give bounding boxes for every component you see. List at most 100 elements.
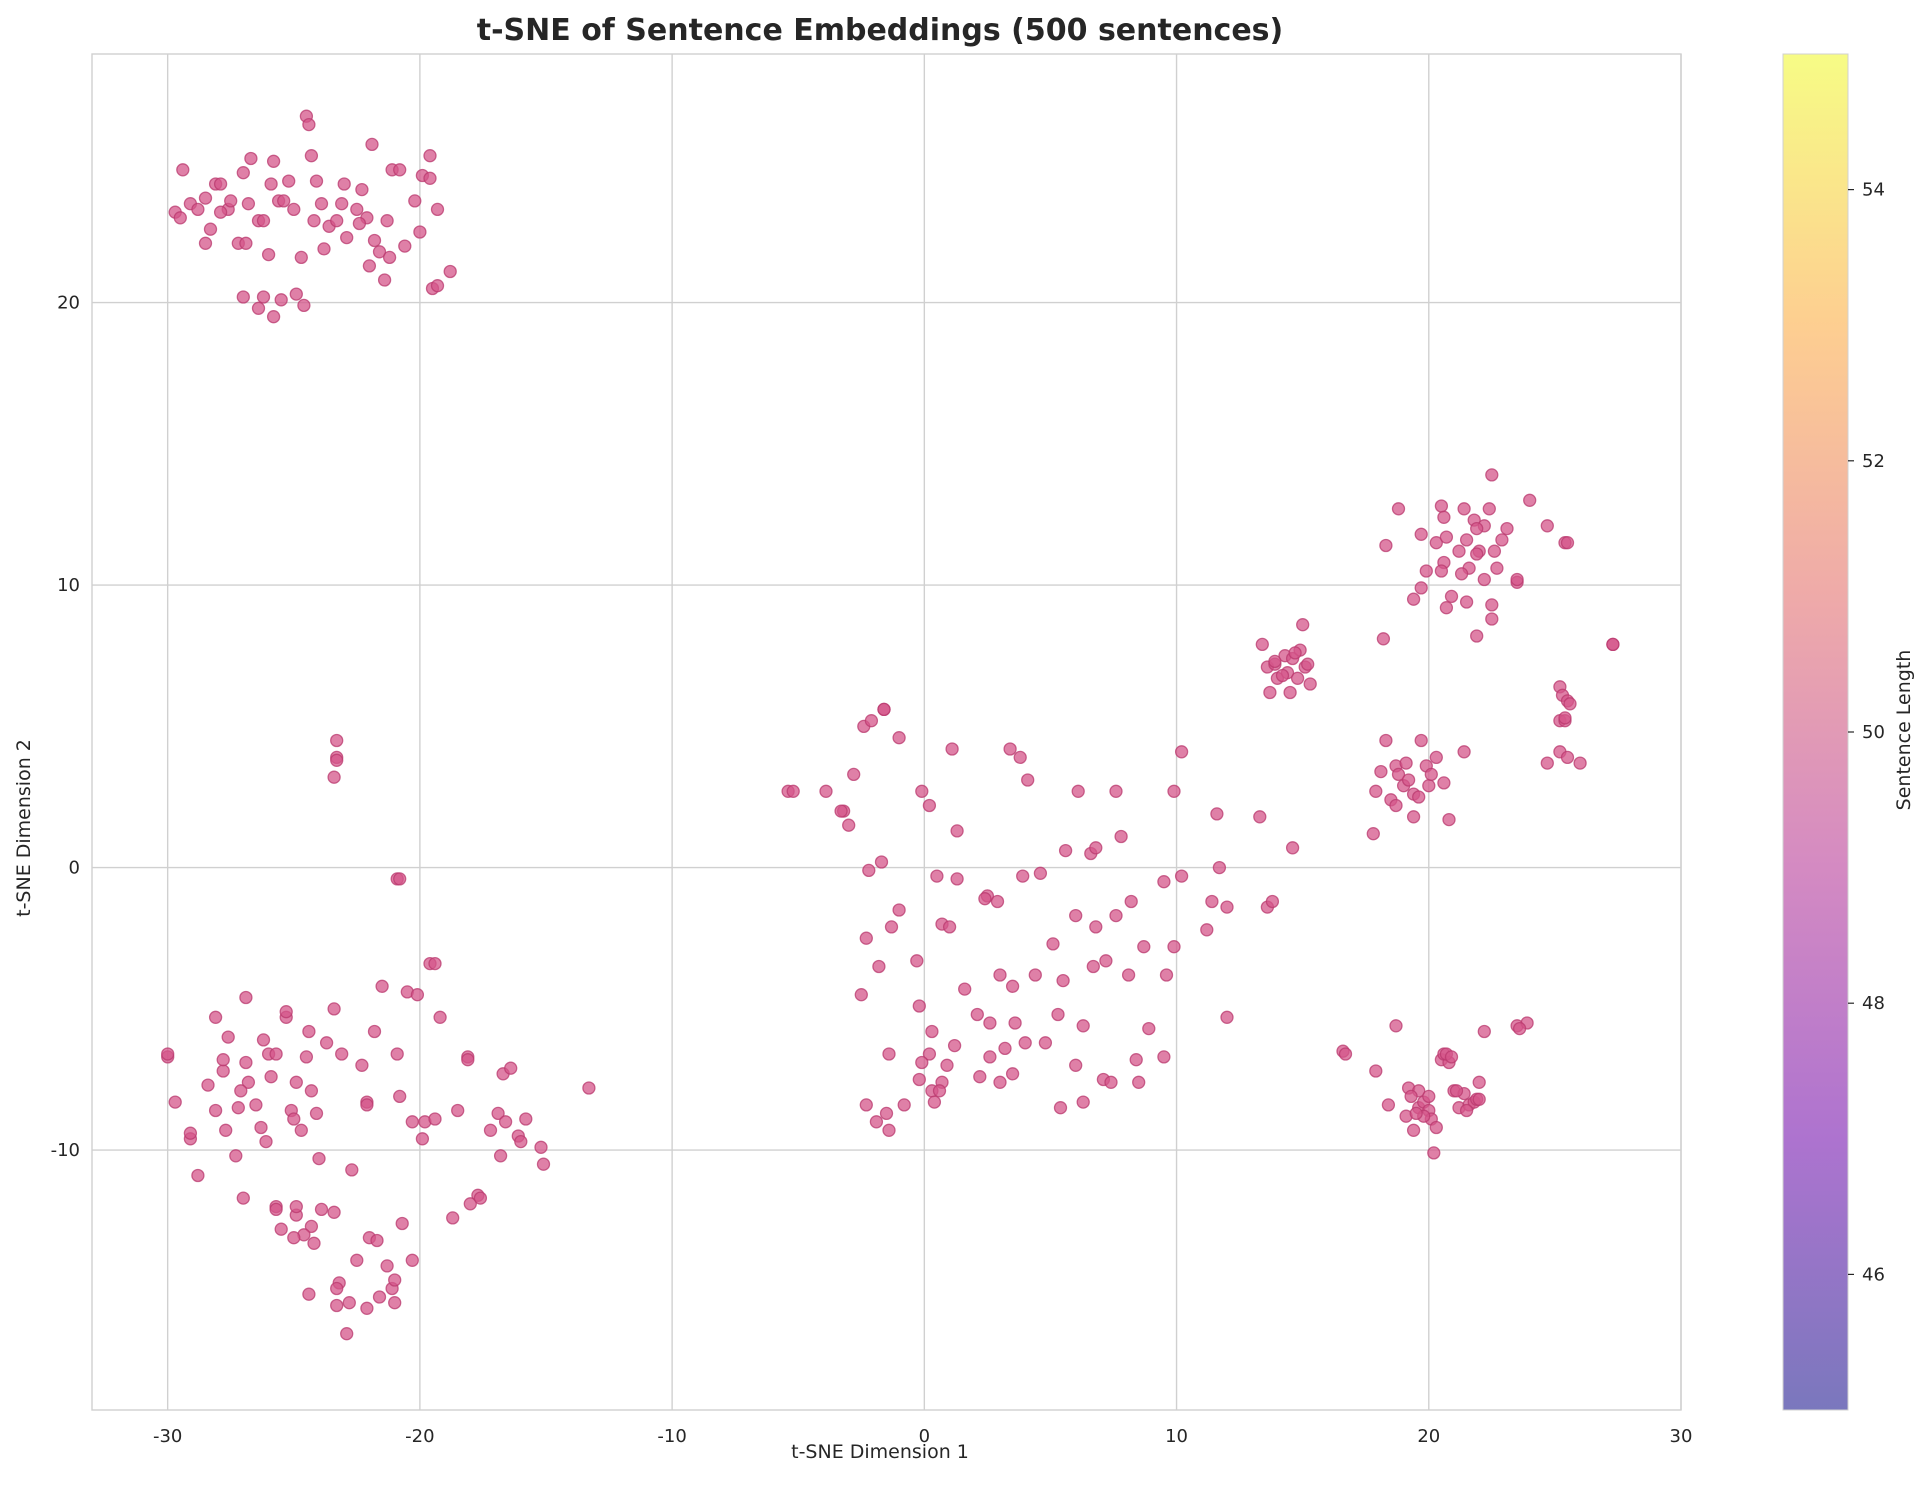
data-point (330, 753, 344, 767)
data-point (461, 1053, 475, 1067)
data-point (1253, 810, 1267, 824)
data-point (309, 1106, 324, 1121)
data-point (330, 733, 344, 748)
data-point (377, 273, 392, 287)
data-point (1056, 973, 1070, 988)
data-point (1338, 1047, 1353, 1061)
data-point (1089, 841, 1103, 855)
data-point (993, 968, 1007, 982)
data-point (224, 194, 238, 208)
data-point (1303, 677, 1317, 691)
data-point (213, 205, 228, 219)
data-point (1053, 1101, 1068, 1115)
data-point (330, 1281, 344, 1296)
data-point (289, 287, 303, 301)
data-point (872, 959, 886, 974)
data-point (335, 1047, 349, 1061)
data-point (1606, 637, 1620, 652)
data-point (1495, 533, 1509, 547)
data-point (289, 1199, 303, 1214)
data-point (1275, 668, 1290, 683)
data-point (1470, 521, 1484, 536)
data-point (1399, 756, 1413, 770)
data-point (360, 1301, 374, 1315)
data-point (1500, 521, 1514, 536)
data-point (314, 1202, 329, 1217)
data-point (282, 174, 296, 188)
x-tick-label: 20 (1417, 1426, 1440, 1447)
data-point (1174, 745, 1189, 759)
data-point (940, 1058, 954, 1072)
data-point (355, 1058, 369, 1072)
data-point (312, 1151, 326, 1166)
data-point (925, 1024, 939, 1039)
data-point (491, 1106, 505, 1121)
data-point (1379, 538, 1393, 553)
data-point (375, 979, 389, 993)
data-point (287, 202, 301, 217)
data-point (786, 784, 800, 798)
data-point (1437, 776, 1451, 790)
data-point (922, 1047, 937, 1061)
data-point (340, 230, 354, 245)
data-point (1157, 875, 1171, 889)
data-point (1016, 869, 1030, 883)
data-point (327, 770, 341, 784)
data-point (1114, 829, 1128, 844)
data-point (191, 1168, 205, 1183)
data-point (1124, 894, 1138, 909)
data-point (1444, 589, 1459, 604)
data-point (882, 1123, 896, 1137)
data-point (302, 1287, 316, 1301)
data-point (970, 1007, 984, 1022)
data-point (390, 1047, 404, 1061)
data-point (208, 1010, 223, 1024)
data-point (249, 1098, 263, 1112)
data-point (239, 236, 253, 250)
x-tick-label: 10 (1165, 1426, 1188, 1447)
data-point (1429, 1120, 1443, 1135)
data-point (355, 182, 369, 197)
data-point (1487, 544, 1502, 558)
data-point (317, 242, 331, 256)
data-point (1290, 671, 1305, 685)
y-tick-label: -10 (51, 1140, 80, 1161)
x-tick-label: -20 (405, 1426, 434, 1447)
data-point (198, 191, 213, 205)
data-point (1369, 1064, 1383, 1078)
data-point (1560, 750, 1575, 765)
data-point (393, 163, 407, 177)
data-point (879, 1106, 894, 1121)
x-tick-label: 0 (919, 1426, 930, 1447)
data-point (1442, 812, 1456, 827)
data-point (307, 1236, 321, 1250)
data-point (859, 1098, 873, 1112)
data-point (493, 1149, 508, 1163)
data-point (183, 1126, 198, 1140)
data-point (1424, 767, 1438, 782)
colorbar-label: Sentence Length (1893, 650, 1915, 811)
data-point (244, 151, 258, 166)
data-point (1482, 502, 1496, 516)
data-point (1391, 767, 1406, 782)
data-point (239, 990, 253, 1005)
data-point (1268, 654, 1282, 669)
data-point (998, 1041, 1012, 1056)
data-point (1013, 750, 1027, 765)
data-point (294, 250, 308, 265)
data-point (430, 202, 445, 217)
data-point (1174, 869, 1189, 883)
data-point (1159, 968, 1174, 982)
data-point (1028, 968, 1042, 982)
data-point (236, 166, 250, 180)
data-point (430, 279, 445, 293)
data-point (352, 216, 367, 231)
data-point (451, 1103, 465, 1118)
data-point (847, 767, 861, 782)
y-tick-label: 20 (57, 293, 80, 314)
data-point (1071, 784, 1085, 798)
data-point (1288, 646, 1302, 660)
data-point (582, 1081, 596, 1095)
data-point (993, 1075, 1007, 1089)
data-point (340, 1327, 354, 1341)
